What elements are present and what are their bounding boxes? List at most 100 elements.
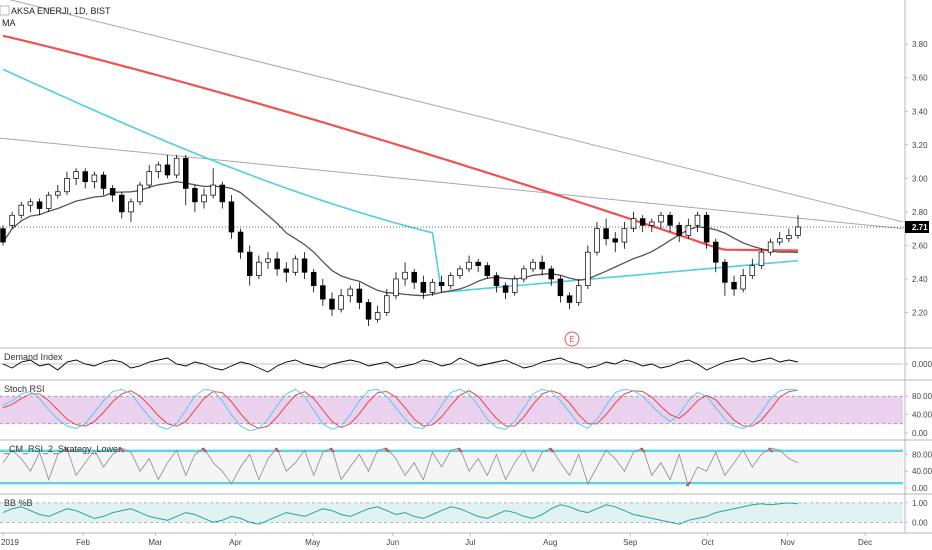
candle[interactable] (91, 171, 98, 189)
candle[interactable] (36, 198, 43, 216)
candle[interactable] (502, 282, 509, 300)
candle[interactable] (758, 248, 765, 269)
candle[interactable] (256, 255, 262, 279)
demand-index-title[interactable]: Demand Index (4, 352, 63, 362)
candle[interactable] (310, 268, 317, 293)
candle[interactable] (347, 285, 353, 303)
demand-index-line[interactable] (2, 357, 799, 373)
stoch-d-line[interactable] (2, 389, 799, 429)
indicator-label-ma[interactable]: MA (2, 18, 16, 28)
candle[interactable] (45, 191, 52, 212)
candle[interactable] (630, 211, 637, 233)
candle[interactable] (393, 272, 399, 300)
candle[interactable] (411, 268, 417, 290)
candle[interactable] (192, 185, 198, 212)
candle[interactable] (9, 211, 15, 229)
candle[interactable] (448, 272, 454, 290)
candle[interactable] (320, 278, 326, 306)
candle[interactable] (484, 262, 491, 279)
candle[interactable] (228, 195, 235, 239)
candle[interactable] (329, 292, 335, 316)
candle[interactable] (100, 171, 107, 196)
candle[interactable] (575, 278, 582, 306)
candle[interactable] (183, 154, 189, 206)
candle[interactable] (722, 258, 728, 296)
candle[interactable] (621, 221, 628, 249)
ma-mid-line[interactable] (2, 68, 799, 294)
candle[interactable] (667, 211, 673, 233)
candle[interactable] (210, 168, 216, 199)
candle[interactable] (566, 292, 573, 310)
candle[interactable] (731, 275, 737, 296)
candle[interactable] (27, 198, 34, 212)
candle[interactable] (429, 278, 436, 296)
candle[interactable] (146, 164, 152, 189)
candle[interactable] (740, 268, 746, 293)
stoch-rsi-title[interactable]: Stoch RSI (4, 384, 45, 394)
cm-rsi-title[interactable]: _CM_RSI_2_Strategy_Lower (3, 444, 121, 454)
candle[interactable] (475, 258, 481, 273)
bb-title[interactable]: BB %B (4, 498, 33, 508)
candle[interactable] (201, 188, 207, 209)
candle[interactable] (786, 228, 792, 243)
candle[interactable] (384, 289, 390, 316)
candle[interactable] (685, 218, 692, 239)
candle[interactable] (530, 258, 536, 273)
earnings-icon[interactable] (564, 331, 580, 347)
trendline-upper[interactable] (0, 0, 904, 223)
candle[interactable] (246, 245, 253, 286)
candle[interactable] (365, 299, 372, 326)
candle[interactable] (521, 265, 527, 283)
candle[interactable] (457, 265, 463, 279)
candle[interactable] (82, 168, 88, 189)
candle[interactable] (594, 221, 600, 256)
candle[interactable] (274, 252, 280, 276)
candle[interactable] (612, 232, 618, 253)
candle[interactable] (603, 218, 609, 246)
candle[interactable] (511, 275, 518, 296)
candle[interactable] (265, 252, 271, 269)
candle[interactable] (557, 275, 564, 303)
candle[interactable] (493, 272, 500, 293)
candle[interactable] (155, 161, 162, 179)
stoch-k-line[interactable] (2, 388, 799, 432)
candle[interactable] (237, 228, 244, 259)
candle[interactable] (173, 154, 180, 179)
price-axes[interactable]: 3.80 3.60 3.40 3.20 3.00 2.80 2.60 2.40 2.20 2.71… (905, 40, 932, 527)
candle[interactable] (639, 215, 646, 233)
candle[interactable] (658, 211, 664, 229)
candle[interactable] (713, 238, 719, 273)
time-axis[interactable]: 2019 Feb Mar Apr May Jun Jul Aug Sep Oct Nov Dec (1, 533, 872, 547)
candle[interactable] (119, 191, 125, 219)
candle[interactable] (219, 181, 226, 209)
candle[interactable] (283, 262, 290, 283)
candle[interactable] (64, 171, 70, 196)
ma-slow-line[interactable] (2, 34, 799, 252)
candle[interactable] (338, 289, 344, 313)
candle[interactable] (694, 211, 701, 233)
candle[interactable] (292, 255, 299, 276)
ma-fast-line[interactable] (2, 181, 799, 297)
candle[interactable] (420, 275, 427, 300)
rsi-line[interactable] (2, 447, 799, 488)
trendline-lower[interactable] (0, 137, 904, 230)
candle[interactable] (301, 252, 308, 279)
candle[interactable] (356, 282, 363, 310)
candle[interactable] (676, 221, 682, 243)
candle[interactable] (128, 198, 134, 222)
candle[interactable] (18, 201, 25, 219)
last-price-badge[interactable] (905, 220, 929, 233)
candle[interactable] (137, 181, 143, 206)
earnings-marker[interactable]: E (564, 331, 580, 347)
bb-percent-line[interactable] (2, 502, 799, 525)
candle[interactable] (649, 218, 655, 233)
candle[interactable] (749, 258, 756, 279)
candle[interactable] (703, 211, 710, 249)
candle[interactable] (776, 232, 783, 246)
candle[interactable] (374, 305, 381, 323)
candle[interactable] (438, 275, 445, 293)
candle[interactable] (55, 185, 61, 199)
candle[interactable] (767, 238, 774, 256)
candle[interactable] (73, 168, 79, 186)
candle[interactable] (548, 265, 555, 286)
